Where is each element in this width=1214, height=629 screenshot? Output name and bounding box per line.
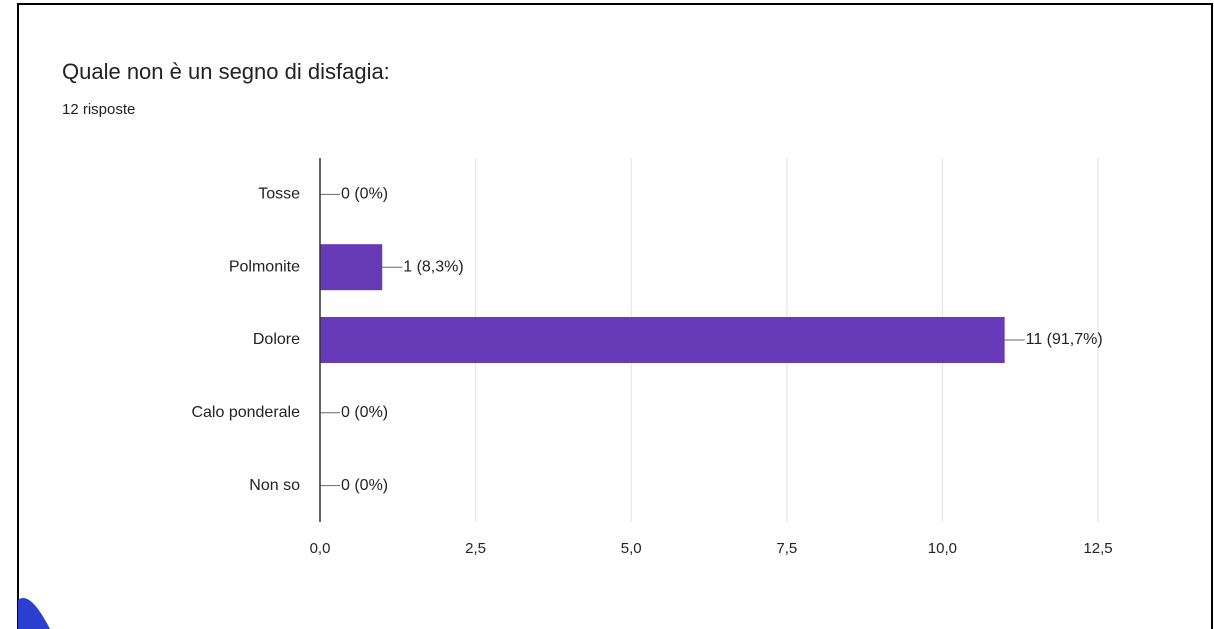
chart-title: Quale non è un segno di disfagia: xyxy=(62,59,390,84)
decoration xyxy=(18,597,50,629)
bar xyxy=(320,244,383,291)
y-tick-label: Calo ponderale xyxy=(191,404,300,421)
value-label: 0 (0%) xyxy=(341,404,388,421)
x-tick-label: 12,5 xyxy=(1083,540,1112,557)
y-tick-label: Non so xyxy=(249,477,300,494)
x-tick-label: 2,5 xyxy=(465,540,486,557)
x-tick-label: 7,5 xyxy=(776,540,797,557)
value-label: 0 (0%) xyxy=(341,186,388,203)
y-tick-label: Dolore xyxy=(253,331,300,348)
x-tick-label: 0,0 xyxy=(310,540,331,557)
x-tick-label: 10,0 xyxy=(928,540,957,557)
value-label: 11 (91,7%) xyxy=(1026,331,1103,348)
x-tick-label: 5,0 xyxy=(621,540,642,557)
value-label: 1 (8,3%) xyxy=(403,258,463,275)
value-label: 0 (0%) xyxy=(341,477,388,494)
y-tick-label: Tosse xyxy=(258,186,300,203)
card-frame xyxy=(17,3,1213,629)
chart-subtitle: 12 risposte xyxy=(62,101,135,118)
y-tick-label: Polmonite xyxy=(229,258,300,275)
bar xyxy=(320,317,1005,363)
